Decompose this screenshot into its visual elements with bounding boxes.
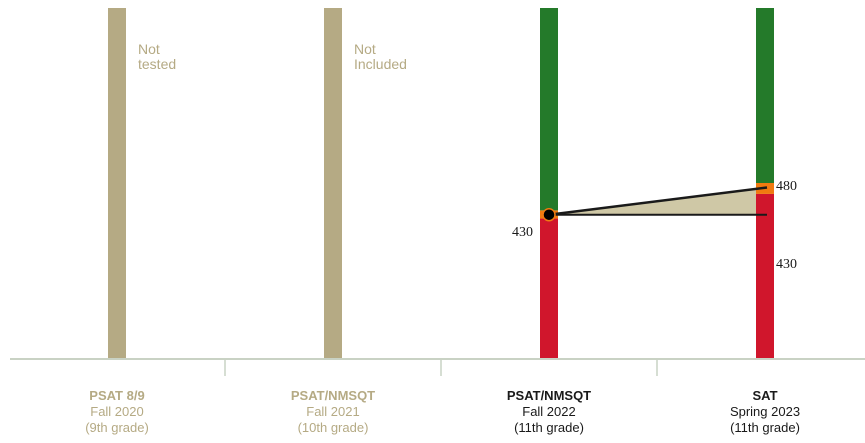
bar-note: Not (354, 41, 376, 57)
projection-low-label: 430 (776, 257, 797, 272)
category-test-label: PSAT/NMSQT (291, 388, 375, 403)
bar-inactive-0 (108, 8, 126, 358)
bar-band-red (756, 193, 774, 358)
projection-upper-line (548, 186, 768, 216)
bar-band-green (756, 8, 774, 183)
category-grade-label: (9th grade) (85, 420, 149, 435)
bar-band-red (540, 218, 558, 358)
bar-band-green (540, 8, 558, 211)
projection-high-label: 480 (776, 179, 797, 194)
score-label: 430 (512, 225, 533, 240)
bar-note: Not (138, 41, 160, 57)
category-grade-label: (11th grade) (730, 420, 800, 435)
category-date-label: Spring 2023 (730, 404, 800, 419)
category-test-label: PSAT 8/9 (89, 388, 144, 403)
category-test-label: PSAT/NMSQT (507, 388, 591, 403)
bar-note: tested (138, 56, 176, 72)
category-date-label: Fall 2020 (90, 404, 143, 419)
bar-note: Included (354, 56, 407, 72)
category-grade-label: (10th grade) (298, 420, 369, 435)
category-test-label: SAT (752, 388, 777, 403)
bar-inactive-1 (324, 8, 342, 358)
category-date-label: Fall 2021 (306, 404, 359, 419)
score-marker (542, 207, 556, 222)
category-grade-label: (11th grade) (514, 420, 584, 435)
category-date-label: Fall 2022 (522, 404, 575, 419)
